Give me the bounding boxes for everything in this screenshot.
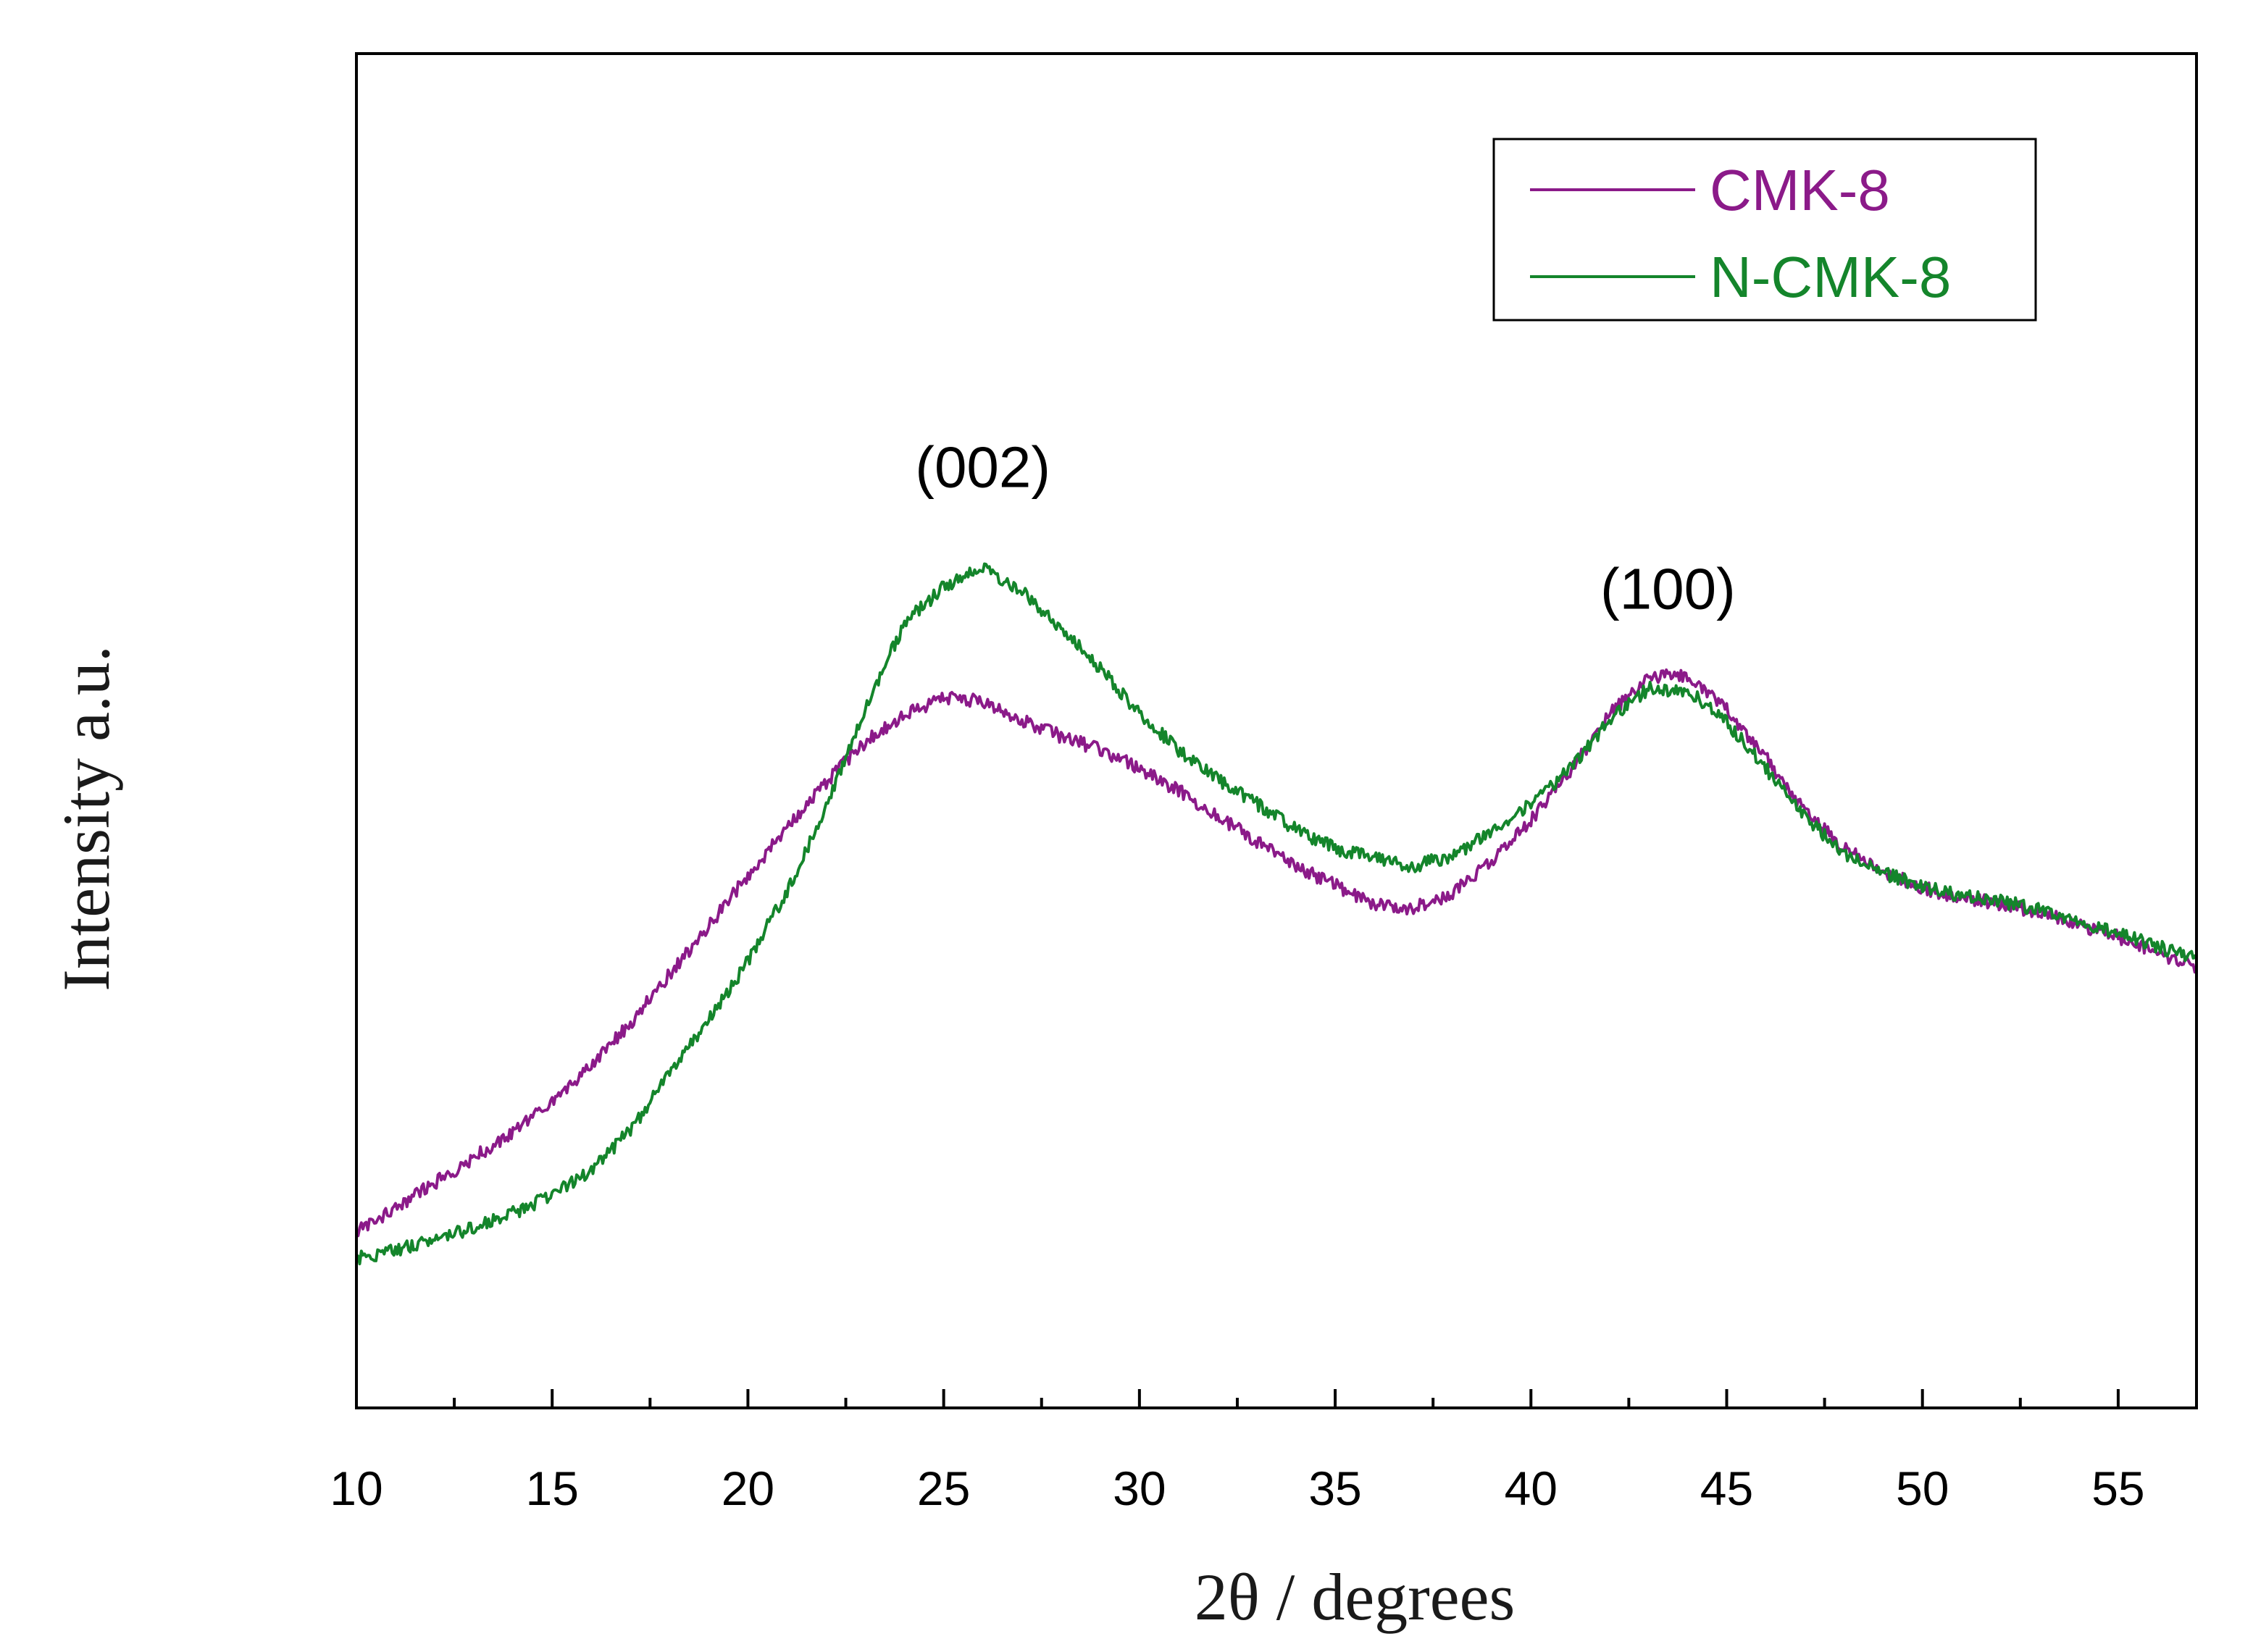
x-tick-label: 10 [330,1462,383,1515]
series-line-cmk-8 [356,668,2198,1238]
x-tick-label: 55 [2091,1462,2144,1515]
x-tick-label: 50 [1896,1462,1949,1515]
x-axis-title: 2θ / degrees [1195,1560,1516,1634]
series-layer [356,562,2198,1266]
legend-label-cmk-8: CMK-8 [1710,158,1890,222]
x-tick-label: 30 [1113,1462,1166,1515]
annotation-002: (002) [915,435,1050,499]
annotation-100: (100) [1600,557,1736,621]
x-tick-label: 15 [526,1462,579,1515]
x-tick-label: 25 [917,1462,970,1515]
y-axis-title: Intensity a.u. [49,645,123,991]
legend: CMK-8 N-CMK-8 [1492,138,2037,322]
x-tick-label: 35 [1308,1462,1361,1515]
plot-frame [355,52,2198,1409]
series-line-n-cmk-8 [356,562,2198,1266]
x-tick-label: 45 [1700,1462,1753,1515]
legend-label-n-cmk-8: N-CMK-8 [1710,245,1951,309]
x-ticks: 10 15 20 25 30 35 40 45 50 55 [330,1389,2145,1515]
x-tick-label: 20 [722,1462,774,1515]
x-tick-label: 40 [1505,1462,1558,1515]
legend-box [1492,138,2037,322]
